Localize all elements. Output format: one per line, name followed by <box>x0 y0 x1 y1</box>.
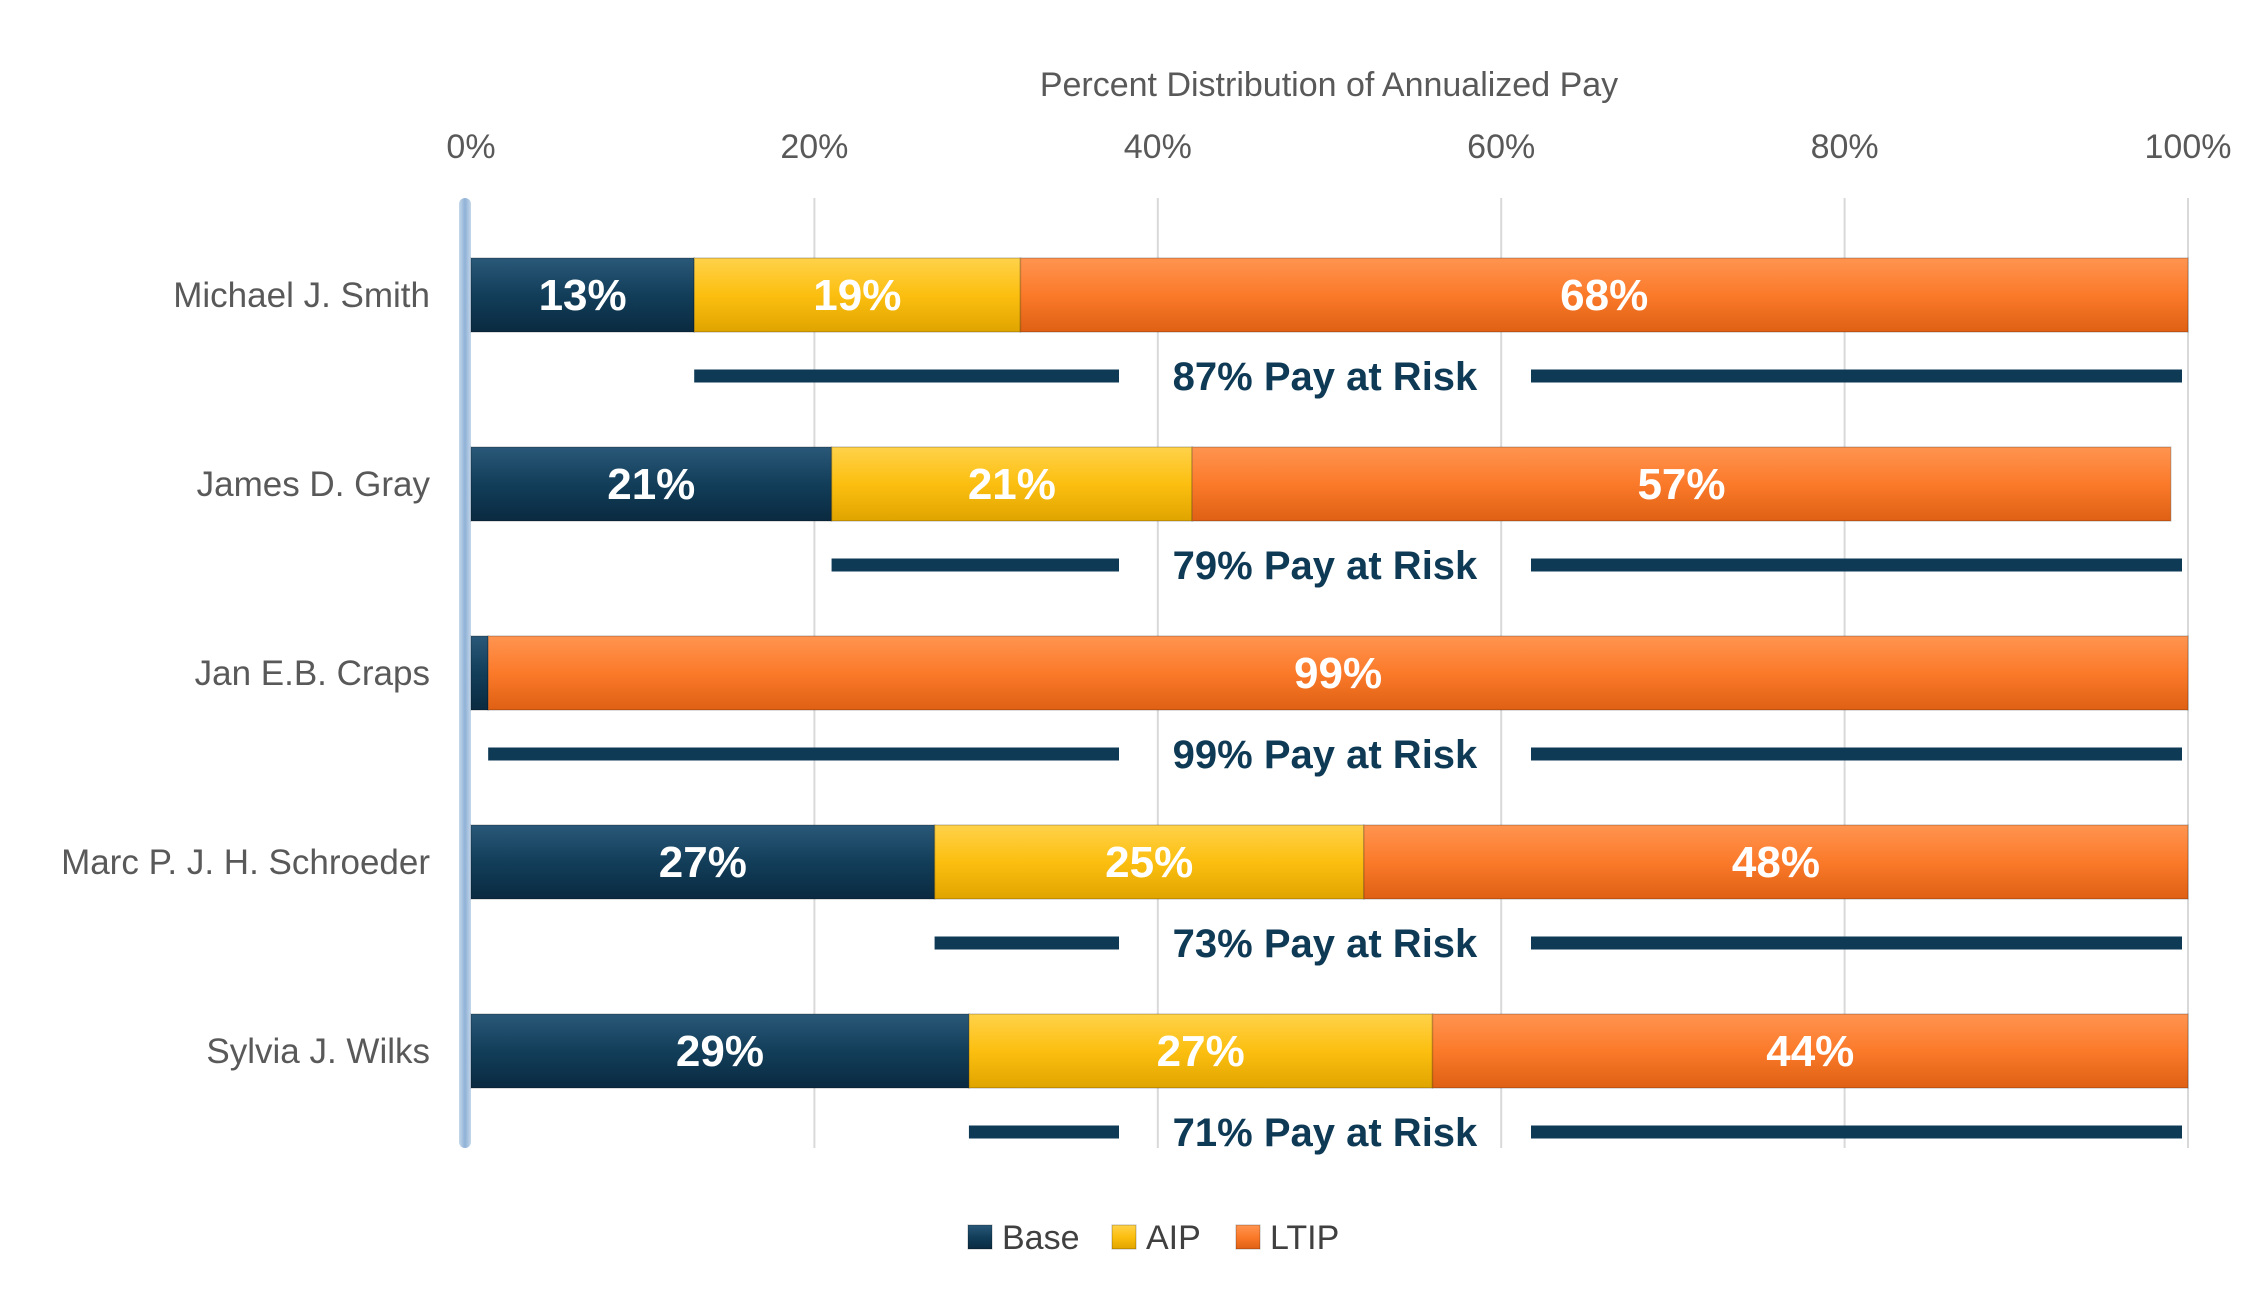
data-label: 19% <box>813 271 901 320</box>
data-label: 99% <box>1294 649 1382 698</box>
x-axis-ticks: 0% 20% 40% 60% 80% 100% <box>446 128 2231 166</box>
x-tick-label: 40% <box>1124 128 1192 166</box>
legend-label: AIP <box>1146 1219 1201 1257</box>
pay-at-risk-label: 73% Pay at Risk <box>1173 922 1478 966</box>
category-label: Sylvia J. Wilks <box>206 1032 430 1071</box>
bar-segment-ltip <box>1363 824 2189 900</box>
x-tick-label: 0% <box>446 128 495 166</box>
chart-title: Percent Distribution of Annualized Pay <box>1040 66 1618 104</box>
bar-segment-ltip <box>487 635 2189 711</box>
bar-segment-ltip <box>1019 257 2189 333</box>
legend-label: Base <box>1002 1219 1080 1257</box>
category-label: Michael J. Smith <box>173 276 430 315</box>
bar-segment-base <box>470 635 489 711</box>
data-label: 25% <box>1105 838 1193 887</box>
data-label: 27% <box>1157 1027 1245 1076</box>
pay-at-risk-brackets: 87% Pay at Risk 79% Pay at Risk 99% Pay at… <box>488 355 2182 1155</box>
bar-segment-ltip <box>1191 446 2172 522</box>
pay-at-risk-label: 79% Pay at Risk <box>1173 544 1478 588</box>
data-label: 21% <box>968 460 1056 509</box>
data-label: 27% <box>659 838 747 887</box>
x-tick-label: 80% <box>1811 128 1879 166</box>
legend: Base AIP LTIP <box>967 1219 1339 1257</box>
data-label: 44% <box>1766 1027 1854 1076</box>
pay-at-risk-label: 99% Pay at Risk <box>1173 733 1478 777</box>
legend-swatch-base <box>967 1224 993 1250</box>
bar-segment-aip <box>968 1013 1434 1089</box>
x-tick-label: 20% <box>780 128 848 166</box>
x-tick-label: 60% <box>1467 128 1535 166</box>
category-label: Jan E.B. Craps <box>195 654 430 693</box>
data-label: 13% <box>539 271 627 320</box>
bars: 13% 19% 68% 21% 21% 57% 99% 27% 25% 48% 29% 27% 44% <box>470 257 2189 1089</box>
pay-at-risk-label: 87% Pay at Risk <box>1173 355 1478 399</box>
y-axis-line <box>459 198 471 1148</box>
category-label: Marc P. J. H. Schroeder <box>61 843 430 882</box>
bar-segment-ltip <box>1431 1013 2189 1089</box>
legend-label: LTIP <box>1270 1219 1339 1257</box>
bar-segment-base <box>470 257 695 333</box>
legend-swatch-aip <box>1111 1224 1137 1250</box>
x-tick-label: 100% <box>2145 128 2232 166</box>
bar-segment-base <box>470 1013 970 1089</box>
bar-segment-aip <box>693 257 1022 333</box>
category-labels: Michael J. Smith James D. Gray Jan E.B. Cr… <box>61 276 430 1071</box>
data-label: 29% <box>676 1027 764 1076</box>
bar-segment-base <box>470 824 936 900</box>
data-label: 21% <box>607 460 695 509</box>
data-label: 68% <box>1560 271 1648 320</box>
data-label: 48% <box>1732 838 1820 887</box>
pay-at-risk-label: 71% Pay at Risk <box>1173 1111 1478 1155</box>
legend-swatch-ltip <box>1235 1224 1261 1250</box>
category-label: James D. Gray <box>197 465 431 504</box>
data-label: 57% <box>1637 460 1725 509</box>
